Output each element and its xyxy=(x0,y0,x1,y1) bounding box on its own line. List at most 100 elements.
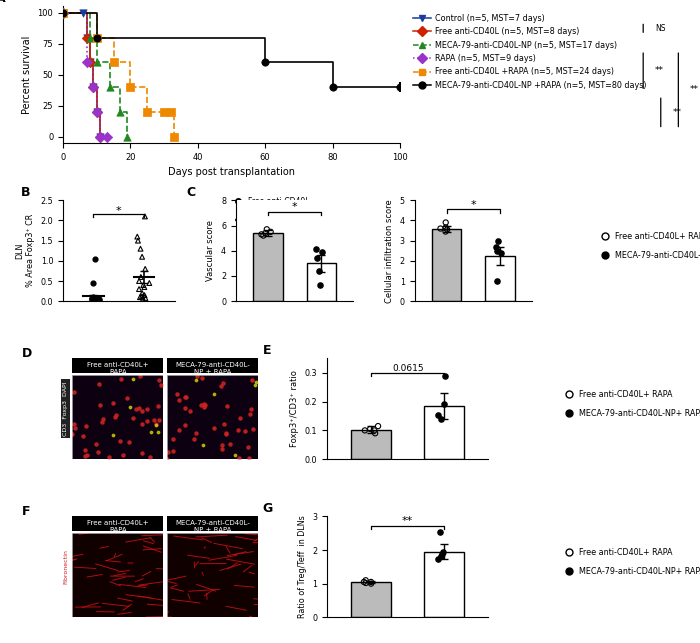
Point xyxy=(117,449,128,460)
Text: A: A xyxy=(0,0,5,5)
Legend: Free anti-CD40L+ RAPA, MECA-79-anti-CD40L-NP+ RAPA: Free anti-CD40L+ RAPA, MECA-79-anti-CD40… xyxy=(561,386,700,421)
Point xyxy=(122,393,133,403)
Point xyxy=(88,82,99,93)
Point xyxy=(440,217,452,228)
Point xyxy=(365,577,377,587)
Point xyxy=(90,294,101,304)
Point xyxy=(91,107,102,117)
Point xyxy=(222,401,233,412)
Bar xyxy=(424,406,465,459)
Point xyxy=(77,431,88,441)
Point xyxy=(136,288,148,298)
Point xyxy=(90,254,101,264)
Point xyxy=(79,444,90,455)
Point xyxy=(218,419,230,430)
Point xyxy=(199,401,211,411)
Point xyxy=(136,291,148,302)
Point xyxy=(108,57,119,68)
Point xyxy=(190,428,201,438)
Point xyxy=(192,371,203,381)
Point xyxy=(93,295,104,305)
Point xyxy=(167,446,178,457)
Point xyxy=(491,276,503,286)
Point xyxy=(440,370,451,381)
Point xyxy=(138,280,149,290)
Y-axis label: Cellular infiltration score: Cellular infiltration score xyxy=(385,199,394,303)
Y-axis label: Percent survival: Percent survival xyxy=(22,35,32,114)
Point xyxy=(93,379,104,390)
Point xyxy=(314,266,325,276)
Point xyxy=(131,404,142,414)
Bar xyxy=(432,228,461,301)
Y-axis label: Vascular score: Vascular score xyxy=(206,221,216,281)
Point xyxy=(81,450,92,460)
Point xyxy=(165,107,176,117)
Point xyxy=(81,32,92,42)
Text: MECA-79-anti-CD40L-
NP + RAPA: MECA-79-anti-CD40L- NP + RAPA xyxy=(175,520,250,532)
Text: *: * xyxy=(116,206,122,215)
Point xyxy=(174,425,185,435)
Bar xyxy=(307,264,336,301)
Point xyxy=(216,381,227,391)
X-axis label: Days post transplantation: Days post transplantation xyxy=(168,167,295,177)
Bar xyxy=(424,552,465,617)
Point xyxy=(208,422,219,433)
Point xyxy=(144,278,155,288)
Text: D: D xyxy=(22,347,32,360)
Point xyxy=(265,227,276,237)
Point xyxy=(87,293,98,303)
Point xyxy=(86,295,97,305)
Point xyxy=(220,428,231,438)
Legend: Free anti-CD40L, MECA-79-anti-CD40L-NP: Free anti-CD40L, MECA-79-anti-CD40L-NP xyxy=(231,194,344,225)
Point xyxy=(91,32,102,42)
Point xyxy=(359,425,370,435)
Point xyxy=(81,57,92,68)
Text: **: ** xyxy=(402,516,413,526)
Point xyxy=(440,222,452,233)
Point xyxy=(66,429,78,439)
Point xyxy=(94,132,106,142)
Point xyxy=(197,373,208,383)
Point xyxy=(233,453,244,463)
Point xyxy=(128,413,139,423)
Point xyxy=(69,386,80,397)
Point xyxy=(88,278,99,288)
Point xyxy=(136,448,148,458)
Point xyxy=(139,290,150,300)
Point xyxy=(435,551,447,561)
Point xyxy=(358,577,370,587)
Point xyxy=(115,107,126,117)
Point xyxy=(90,295,101,305)
Point xyxy=(491,246,503,256)
Point xyxy=(261,224,272,235)
Point xyxy=(140,293,151,303)
Text: **: ** xyxy=(655,66,664,75)
Y-axis label: DLN
% Area Foxp3⁺ CR: DLN % Area Foxp3⁺ CR xyxy=(15,214,35,287)
Point xyxy=(191,374,202,385)
Point xyxy=(142,404,153,415)
Point xyxy=(154,415,165,426)
Point xyxy=(127,374,139,384)
Point xyxy=(492,235,503,246)
Point xyxy=(91,57,102,68)
Point xyxy=(316,247,328,257)
Point xyxy=(220,429,232,439)
Point xyxy=(239,426,251,437)
Point xyxy=(97,414,108,424)
Point xyxy=(188,433,199,444)
Point xyxy=(139,212,150,222)
Text: 0.0615: 0.0615 xyxy=(392,365,424,374)
Point xyxy=(435,223,446,233)
Point xyxy=(372,421,384,431)
Point xyxy=(244,453,255,464)
Point xyxy=(365,579,377,589)
Point xyxy=(114,435,125,446)
Point xyxy=(97,417,108,427)
Bar xyxy=(485,256,514,301)
Point xyxy=(250,377,261,387)
Bar xyxy=(351,430,391,459)
Text: Free anti-CD40L+
RAPA: Free anti-CD40L+ RAPA xyxy=(87,520,148,532)
Bar xyxy=(351,582,391,617)
Point xyxy=(79,451,90,462)
Point xyxy=(209,389,220,399)
